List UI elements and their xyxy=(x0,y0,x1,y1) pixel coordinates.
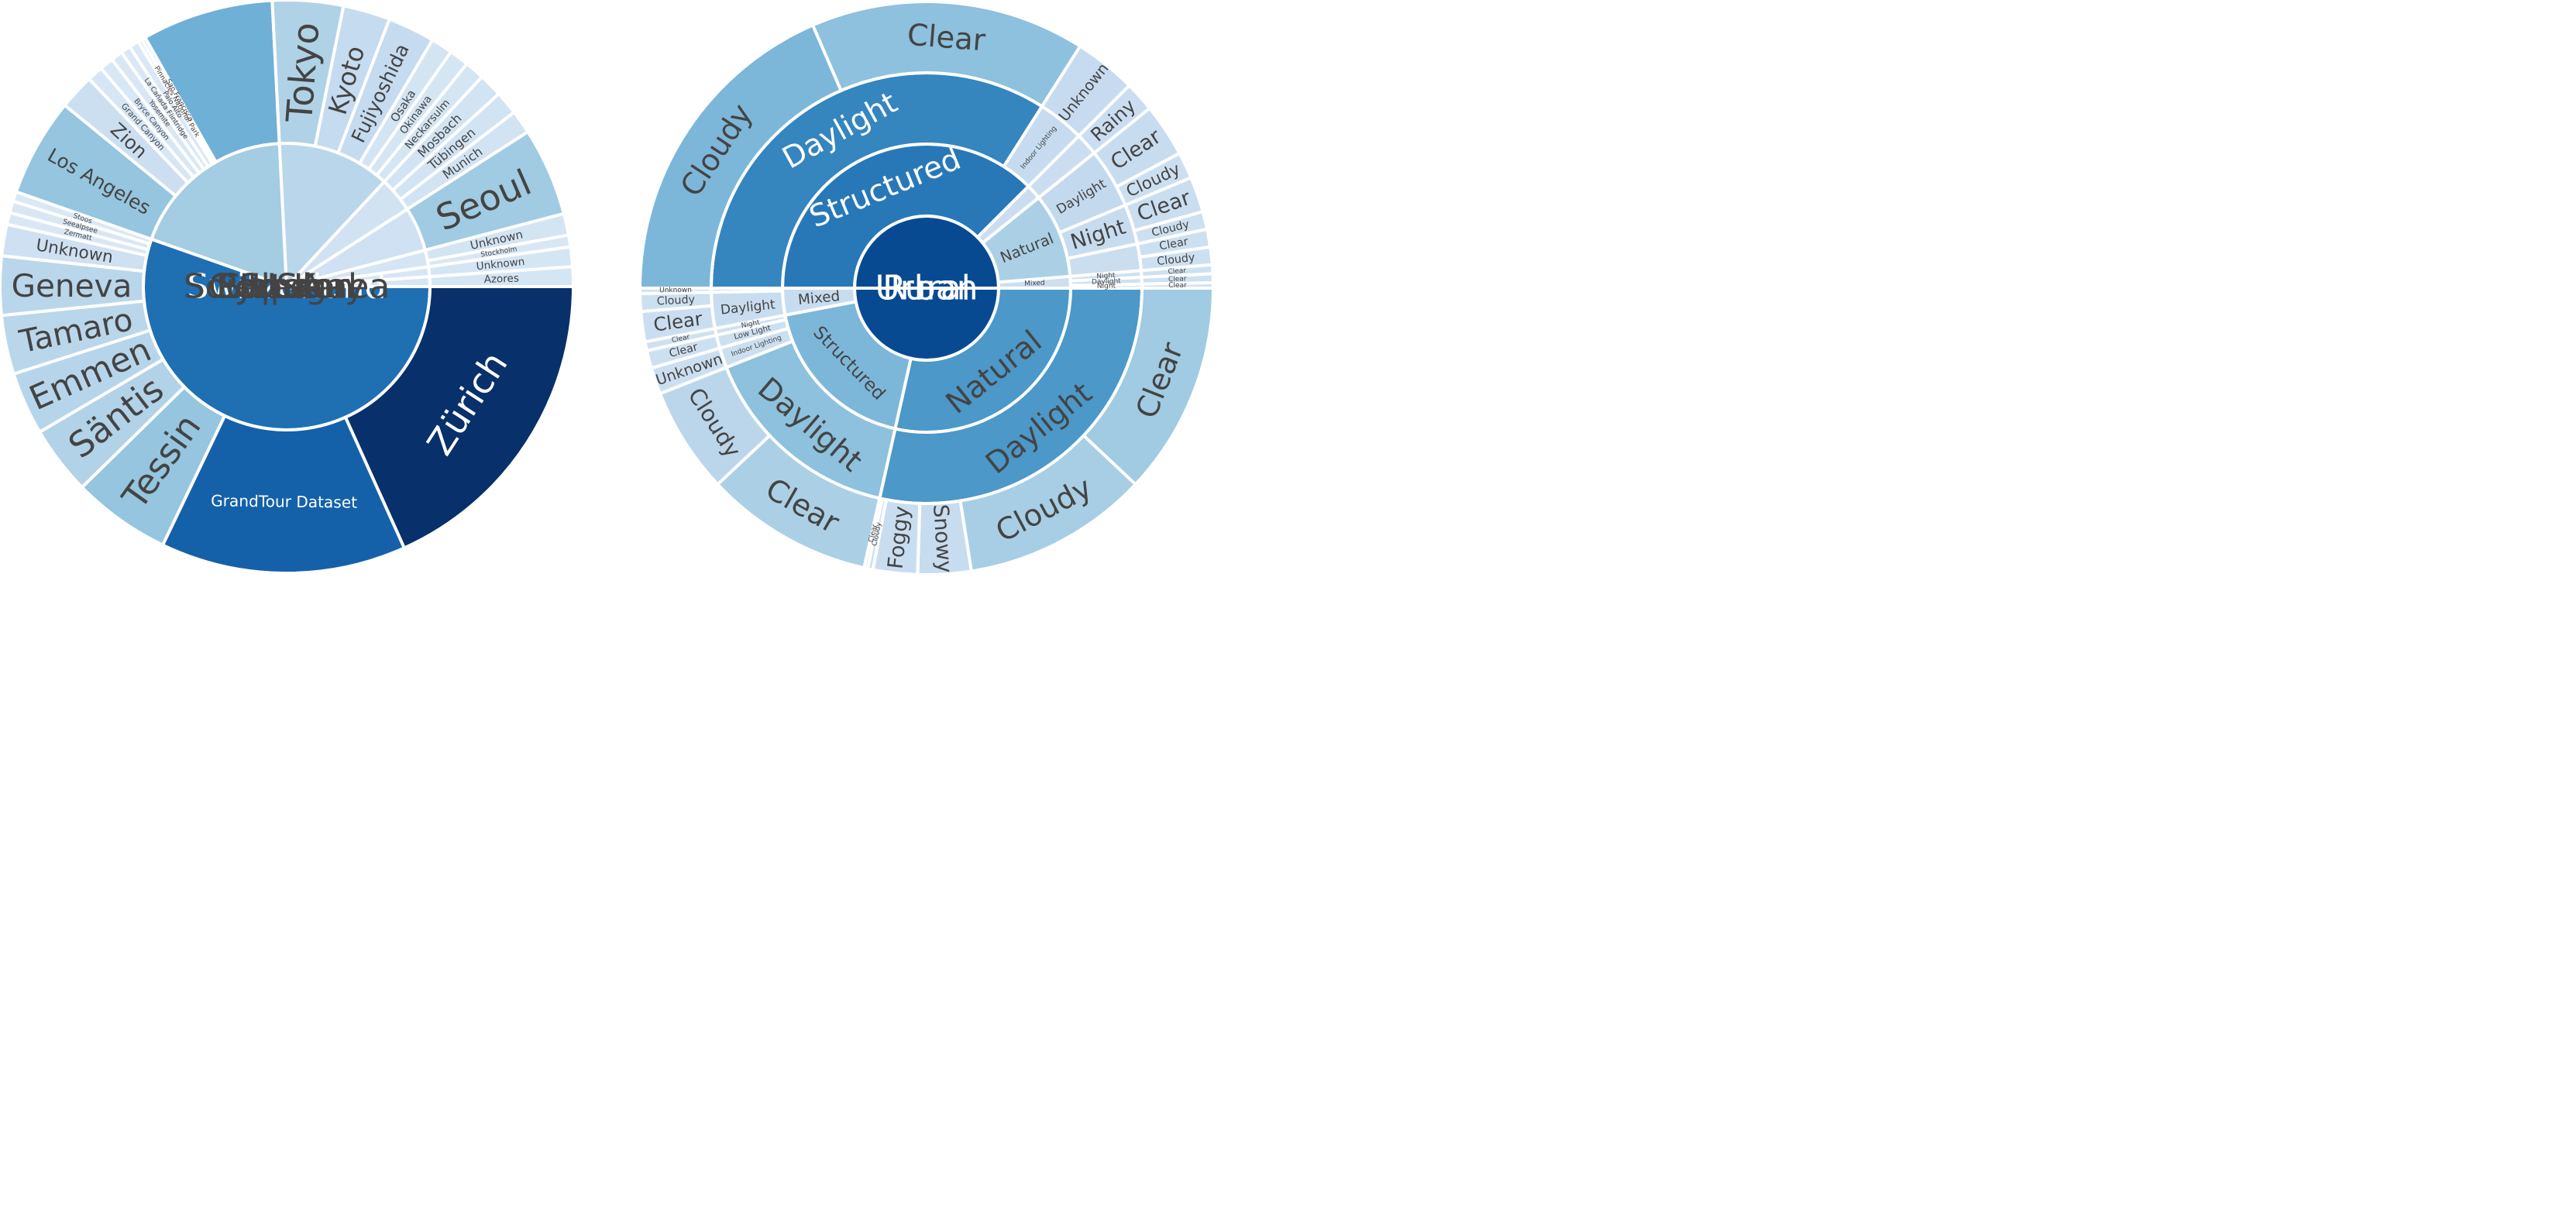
sunburst-label-azores: Azores xyxy=(483,273,519,287)
sunburst-segment-azores xyxy=(428,265,576,288)
sunburst-label-sweden: Sweden xyxy=(219,267,354,307)
sunburst-label-usa: USA xyxy=(251,267,322,307)
sunburst-label-clear: Clear xyxy=(868,524,879,543)
sunburst-label-spain: Spain xyxy=(239,267,335,307)
sunburst-label-switzerland: Switzerland xyxy=(187,267,387,307)
sunburst-label-portugal: Portugal xyxy=(216,267,357,307)
sunburst-segment-clear xyxy=(1140,280,1216,290)
sunburst-label-rural: Rural xyxy=(882,269,971,308)
sunburst-label-clear: Clear xyxy=(1168,275,1187,284)
sunburst-segment-zurich xyxy=(343,285,576,551)
sunburst-label-japan: Japan xyxy=(237,267,335,307)
sunburst-label-cloudy: Cloudy xyxy=(656,294,696,308)
sunburst-label-urban: Urban xyxy=(875,269,978,308)
sunburst-label-clear: Clear xyxy=(1168,282,1187,290)
sunburst-label-geneva: Geneva xyxy=(12,267,132,305)
sunburst-label-unknown: Unknown xyxy=(476,256,525,273)
sunburst-segment-grandtour-dataset xyxy=(160,414,407,575)
sunburst-label-germany: Germany xyxy=(208,267,365,307)
sunburst-label-clear: Clear xyxy=(906,18,986,59)
sunburst-label-clear: Clear xyxy=(671,333,690,345)
sunburst-label-snowy: Snowy xyxy=(928,503,957,574)
sunburst-label-unknown: Unknown xyxy=(659,287,692,294)
sunburst-label-clear: Clear xyxy=(1168,267,1186,277)
sunburst-label-mixed: Mixed xyxy=(797,288,841,308)
sunburst-label-night: Night xyxy=(1097,283,1116,290)
sunburst-label-cloudy: Cloudy xyxy=(1156,252,1195,269)
sunburst-label-clear: Clear xyxy=(1158,235,1189,253)
sunburst-label-tokyo: Tokyo xyxy=(278,21,328,124)
sunburst-label-grandtour-dataset: GrandTour Dataset xyxy=(211,491,357,511)
sunburst-label-south-korea: South Korea xyxy=(184,267,390,307)
sunburst-label-night: Night xyxy=(741,319,761,331)
sunburst-label-night: Night xyxy=(1096,272,1116,281)
sunburst-label-mixed: Mixed xyxy=(1024,280,1045,288)
sunburst-label-daylight: Daylight xyxy=(1092,277,1122,286)
